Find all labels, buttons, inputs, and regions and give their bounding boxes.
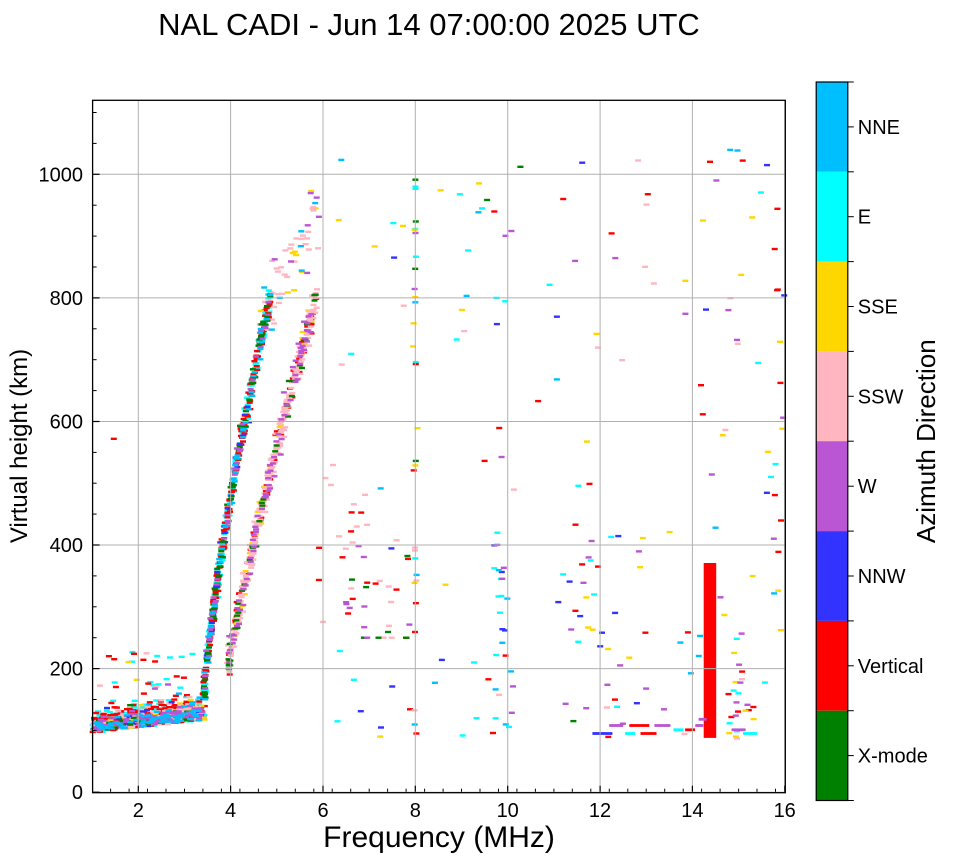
svg-text:600: 600 [50,412,83,434]
svg-text:16: 16 [774,800,796,822]
svg-text:Azimuth Direction: Azimuth Direction [911,339,941,543]
svg-text:2: 2 [133,800,144,822]
svg-text:W: W [858,476,877,498]
svg-text:12: 12 [589,800,611,822]
svg-text:Frequency (MHz): Frequency (MHz) [323,821,555,854]
svg-text:14: 14 [681,800,703,822]
svg-text:SSW: SSW [858,386,904,408]
svg-text:NNE: NNE [858,117,900,139]
svg-text:6: 6 [317,800,328,822]
svg-text:NNW: NNW [858,566,906,588]
svg-text:400: 400 [50,535,83,557]
svg-text:0: 0 [72,782,83,804]
svg-text:200: 200 [50,659,83,681]
svg-text:Virtual height (km): Virtual height (km) [6,349,33,543]
svg-text:800: 800 [50,288,83,310]
svg-text:Vertical: Vertical [858,656,924,678]
svg-text:X-mode: X-mode [858,746,928,768]
svg-text:10: 10 [497,800,519,822]
svg-text:4: 4 [225,800,236,822]
svg-text:1000: 1000 [39,164,84,186]
svg-text:E: E [858,207,871,229]
svg-text:8: 8 [410,800,421,822]
svg-text:SSE: SSE [858,297,898,319]
